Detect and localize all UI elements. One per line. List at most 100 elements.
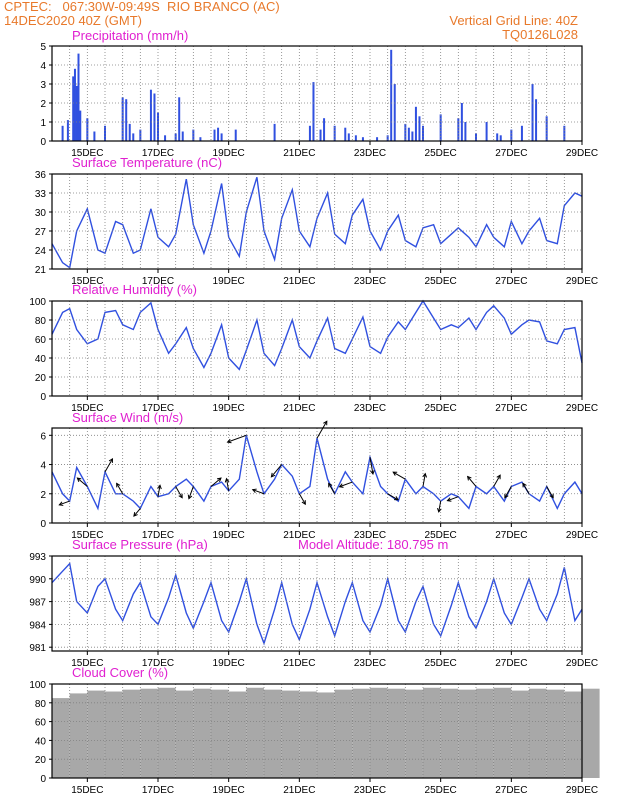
wind-arrow-shaft <box>270 464 283 478</box>
wind-arrow-shaft <box>226 478 230 491</box>
cloud-bar <box>440 688 459 778</box>
plot-area-precip <box>52 46 582 141</box>
x-tick-label: 25DEC <box>425 403 457 414</box>
y-tick-label: 5 <box>40 42 46 53</box>
precip-bar <box>496 133 499 141</box>
wind-arrow-shaft <box>447 496 459 502</box>
x-tick-label: 15DEC <box>71 148 103 159</box>
plot-border-wind <box>51 427 583 524</box>
wind-arrow-shaft <box>316 421 328 439</box>
wind-arrow-head <box>522 482 527 488</box>
plot-border-precip <box>51 45 583 142</box>
x-tick-label: 23DEC <box>354 785 386 796</box>
x-tick-label: 27DEC <box>495 785 527 796</box>
wind-arrow-shaft <box>210 477 222 487</box>
x-tick-label: 27DEC <box>495 530 527 541</box>
x-tick-label: 23DEC <box>354 148 386 159</box>
y-tick-label: 0 <box>40 519 46 530</box>
wind-arrow-shaft <box>59 500 70 506</box>
panel-title-temp: Surface Temperature (nC) <box>72 155 223 170</box>
precip-bar <box>520 125 523 141</box>
precip-bar <box>464 122 467 141</box>
x-tick-label: 25DEC <box>425 530 457 541</box>
x-tick-label: 29DEC <box>566 276 598 287</box>
precip-bar <box>73 68 76 141</box>
precip-bar <box>149 89 152 141</box>
x-tick-label: 21DEC <box>283 530 315 541</box>
x-tick-label: 17DEC <box>142 403 174 414</box>
precip-bar <box>460 103 463 141</box>
wind-arrow-shaft <box>467 476 477 487</box>
precip-bar <box>414 106 417 141</box>
wind-arrow-head <box>392 471 398 476</box>
wind-arrow-shaft <box>188 486 194 499</box>
precip-bar <box>153 93 156 141</box>
wind-arrow-shaft <box>133 508 141 517</box>
x-tick-label: 19DEC <box>213 785 245 796</box>
wind-arrow-shaft <box>104 458 113 473</box>
precip-bar <box>411 131 414 141</box>
x-tick-label: 29DEC <box>566 148 598 159</box>
y-tick-label: 2 <box>40 490 46 501</box>
precip-bar <box>386 135 389 141</box>
plot-border-pres <box>51 555 583 652</box>
plot-area-pres <box>52 556 582 651</box>
precip-bar <box>77 53 80 141</box>
wind-arrow-head <box>133 512 138 517</box>
precip-bar <box>457 118 460 141</box>
cloud-bar <box>264 689 282 778</box>
precip-bar <box>312 82 315 141</box>
precip-bar <box>132 133 135 141</box>
x-tick-label: 15DEC <box>71 403 103 414</box>
wind-arrow-head <box>301 500 306 506</box>
cloud-bar <box>122 689 141 778</box>
precip-bar <box>273 123 276 141</box>
cloud-bar <box>69 693 88 778</box>
x-tick-label: 15DEC <box>71 276 103 287</box>
wind-arrow-head <box>216 477 222 483</box>
x-tick-label: 17DEC <box>142 530 174 541</box>
wind-arrow-shaft <box>504 486 512 498</box>
precip-bar <box>139 129 142 141</box>
cloud-bar <box>175 690 194 778</box>
y-tick-label: 990 <box>29 575 46 586</box>
cloud-bar <box>158 687 176 778</box>
wind-arrow-head <box>496 474 501 480</box>
y-tick-label: 20 <box>35 755 47 766</box>
y-tick-label: 993 <box>29 552 46 563</box>
cloud-bar <box>140 688 158 778</box>
precip-bar <box>199 137 202 141</box>
precip-bar <box>164 135 167 141</box>
cloud-bar <box>546 689 565 778</box>
wind-arrow-shaft <box>522 483 530 495</box>
wind-arrow-head <box>187 494 193 500</box>
x-tick-label: 23DEC <box>354 530 386 541</box>
precip-bar <box>404 123 407 141</box>
header-model-code: TQ0126L028 <box>502 27 578 42</box>
header-date: 14DEC2020 40Z (GMT) <box>4 13 142 28</box>
x-tick-label: 21DEC <box>283 276 315 287</box>
panel-title-wind: Surface Wind (m/s) <box>72 410 184 425</box>
cloud-bar <box>476 688 494 778</box>
cloud-bar <box>529 688 547 778</box>
x-tick-label: 29DEC <box>566 530 598 541</box>
wind-arrow-head <box>58 501 64 506</box>
cloud-bar <box>281 690 300 778</box>
x-tick-label: 25DEC <box>425 148 457 159</box>
wind-arrow-shaft <box>157 485 161 497</box>
x-tick-label: 27DEC <box>495 658 527 669</box>
wind-arrow-shaft <box>392 471 406 480</box>
panel-title-rh: Relative Humidity (%) <box>72 282 197 297</box>
cloud-bar <box>387 688 406 778</box>
x-tick-label: 21DEC <box>283 403 315 414</box>
x-tick-label: 15DEC <box>71 658 103 669</box>
x-tick-label: 15DEC <box>71 530 103 541</box>
wind-arrow-head <box>446 497 452 502</box>
cloud-bar <box>405 689 423 778</box>
wind-arrow-head <box>394 496 399 501</box>
precip-bar <box>499 135 502 141</box>
wind-arrow-head <box>422 472 428 478</box>
precip-bar <box>86 118 89 141</box>
x-tick-label: 17DEC <box>142 148 174 159</box>
